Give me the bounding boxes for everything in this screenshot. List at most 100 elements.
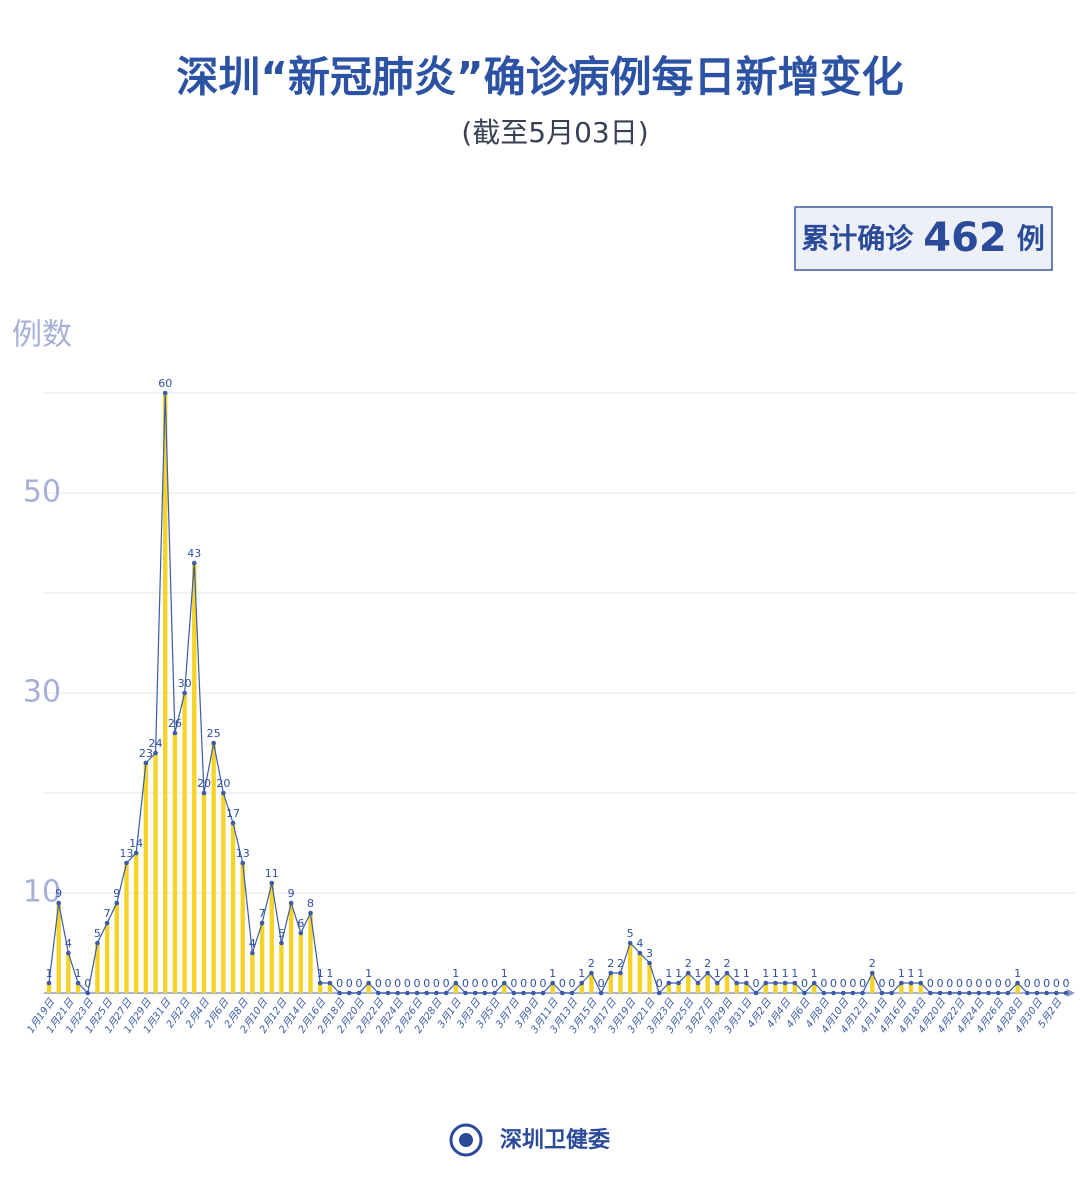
point (279, 940, 284, 946)
summary-unit: 例 (1017, 222, 1045, 255)
data-label: 2 (588, 957, 595, 970)
data-label: 25 (207, 727, 221, 740)
point (1015, 980, 1020, 986)
bar (269, 883, 274, 993)
data-label: 1 (917, 967, 924, 980)
point (104, 920, 110, 926)
data-label: 1 (46, 967, 53, 980)
point (172, 730, 178, 736)
data-label: 1 (908, 967, 915, 980)
bar (918, 983, 923, 993)
point (811, 980, 817, 986)
data-label: 0 (878, 977, 885, 990)
point (298, 930, 304, 936)
point (143, 760, 149, 766)
data-label: 0 (859, 977, 866, 990)
data-label: 0 (355, 977, 362, 990)
point (240, 860, 246, 866)
data-label: 0 (1053, 977, 1060, 990)
data-label: 13 (119, 847, 133, 860)
data-label: 43 (187, 547, 201, 560)
data-label: 0 (394, 977, 401, 990)
point (463, 990, 468, 996)
bar (666, 983, 672, 993)
source-logo-core (459, 1133, 473, 1147)
data-label: 0 (1063, 977, 1070, 990)
point (744, 980, 749, 986)
data-label: 0 (946, 977, 953, 990)
bar (763, 983, 768, 993)
point (705, 970, 710, 976)
data-label: 1 (578, 967, 585, 980)
point (1005, 990, 1011, 996)
point (560, 990, 565, 996)
point (937, 990, 943, 996)
point (288, 900, 294, 906)
summary-box (794, 206, 1053, 271)
bar (133, 853, 139, 993)
data-label: 2 (724, 957, 731, 970)
data-label: 30 (178, 677, 192, 690)
data-label: 0 (1043, 977, 1050, 990)
data-label: 0 (443, 977, 450, 990)
data-label: 5 (278, 927, 285, 940)
bar (143, 763, 149, 993)
bar (308, 913, 313, 993)
bar (46, 983, 52, 993)
point (879, 990, 885, 996)
data-label: 1 (326, 967, 333, 980)
bar (647, 963, 652, 993)
point (986, 990, 991, 996)
data-label: 0 (530, 977, 537, 990)
data-label: 0 (539, 977, 546, 990)
data-label: 14 (129, 837, 143, 850)
point (637, 950, 643, 956)
point (492, 990, 497, 996)
data-label: 2 (869, 957, 876, 970)
point (453, 980, 459, 986)
point (831, 990, 836, 996)
data-label: 1 (452, 967, 459, 980)
point (1044, 990, 1049, 996)
point (66, 950, 71, 956)
point (695, 980, 701, 986)
data-label: 0 (1024, 977, 1031, 990)
point (860, 990, 865, 996)
bar (502, 983, 507, 993)
point (530, 990, 536, 996)
bar (366, 983, 371, 993)
data-label: 0 (84, 977, 91, 990)
data-label: 11 (265, 867, 279, 880)
data-label: 0 (927, 977, 934, 990)
line (48, 392, 1066, 995)
bar (724, 973, 730, 993)
point (521, 990, 526, 996)
y-axis-label: 例数 (12, 318, 72, 353)
data-label: 1 (694, 967, 701, 980)
data-label: 0 (385, 977, 392, 990)
point (724, 970, 730, 976)
bar (676, 983, 681, 993)
bar (318, 983, 323, 993)
bar (792, 983, 797, 993)
bar (579, 983, 584, 993)
point (1054, 990, 1059, 996)
bar (870, 973, 875, 993)
data-label: 0 (820, 977, 827, 990)
data-label: 6 (297, 917, 304, 930)
bar (298, 933, 304, 993)
bar (734, 983, 739, 993)
point (957, 990, 962, 996)
bar (715, 983, 720, 993)
bar (327, 983, 333, 993)
bar (627, 943, 633, 993)
data-label: 23 (139, 747, 153, 760)
point (589, 970, 594, 976)
point (424, 990, 430, 996)
data-label: 0 (559, 977, 566, 990)
bar (259, 923, 265, 993)
point (821, 990, 827, 996)
point (1034, 990, 1040, 996)
point (676, 980, 681, 986)
point (259, 920, 265, 926)
